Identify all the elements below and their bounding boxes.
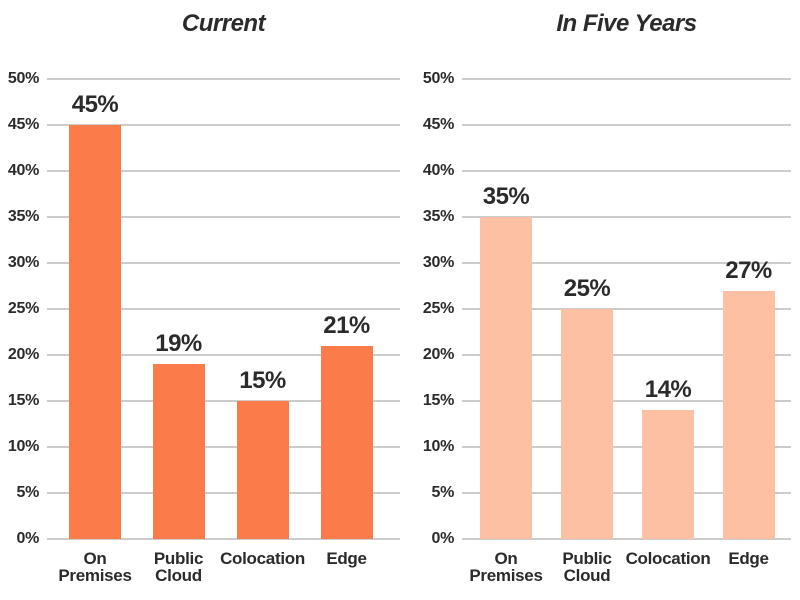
gridline [47,538,400,540]
bar [320,345,373,539]
x-category-label: Edge [326,549,367,568]
y-tick-label: 25% [7,300,39,317]
y-tick-label: 20% [7,346,39,363]
gridline [47,216,400,218]
gridline [47,446,400,448]
y-tick-label: 5% [431,484,454,501]
bar [480,217,532,539]
gridline [462,400,791,402]
gridline [47,354,400,356]
gridline [462,124,791,126]
gridline [47,400,400,402]
y-tick-label: 35% [422,208,454,225]
y-tick-label: 10% [7,438,39,455]
y-tick-label: 45% [422,116,454,133]
y-tick-label: 0% [16,530,39,547]
x-category-label: Public Cloud [153,549,204,585]
y-tick-label: 50% [422,70,454,87]
gridline [47,492,400,494]
bar-value-label: 45% [71,91,119,118]
y-tick-label: 15% [7,392,39,409]
chart-title: Current [181,10,266,37]
y-tick-label: 25% [422,300,454,317]
gridline [462,308,791,310]
gridline [462,446,791,448]
gridline [462,216,791,218]
y-tick-label: 50% [7,70,39,87]
bar [152,364,205,539]
y-tick-label: 40% [7,162,39,179]
bar-value-label: 35% [482,183,530,210]
x-category-label: Edge [728,549,769,568]
bar [236,401,289,539]
plot-area: 35% On Premises 25% Public Cloud 14% Colocati… [462,78,791,584]
bar-value-label: 25% [563,275,611,302]
bar [69,125,121,539]
y-tick-label: 10% [422,438,454,455]
chart-title: In Five Years [556,10,697,37]
bar-value-label: 21% [323,311,370,339]
gridline [462,538,791,540]
gridline [462,170,791,172]
plot-area: 45% On Premises 19% Public Cloud 15% Colocati… [47,78,400,584]
x-category-label: Colocation [220,549,305,568]
y-tick-label: 20% [422,346,454,363]
y-tick-label: 40% [422,162,454,179]
gridline [462,354,791,356]
x-category-label: On Premises [469,549,543,585]
gridline [462,78,791,81]
y-tick-label: 35% [7,208,39,225]
y-tick-label: 5% [16,484,39,501]
y-tick-label: 30% [422,254,454,271]
bar-value-label: 27% [725,256,772,284]
gridline [462,262,791,264]
x-category-label: On Premises [58,549,132,585]
gridline [462,492,791,494]
bar [722,290,775,539]
y-tick-label: 30% [7,254,39,271]
gridline [47,308,400,310]
gridline [47,124,400,126]
y-tick-label: 0% [431,530,454,547]
chart-current: Current 45% On Premises 19% Public Cloud 15%… [7,10,400,584]
x-category-label: Public Cloud [562,549,612,585]
bar-value-label: 15% [239,367,286,394]
y-tick-label: 15% [422,392,454,409]
gridline [47,78,400,81]
bar-value-label: 19% [155,330,202,358]
bar [561,309,613,539]
bar [642,410,694,539]
chart-five-years: In Five Years 35% On Premises 25% Public Cl… [415,0,800,600]
bar-value-label: 14% [644,376,692,404]
y-tick-label: 45% [7,116,39,133]
x-category-label: Colocation [625,549,711,568]
gridline [47,262,400,264]
gridline [47,170,400,172]
